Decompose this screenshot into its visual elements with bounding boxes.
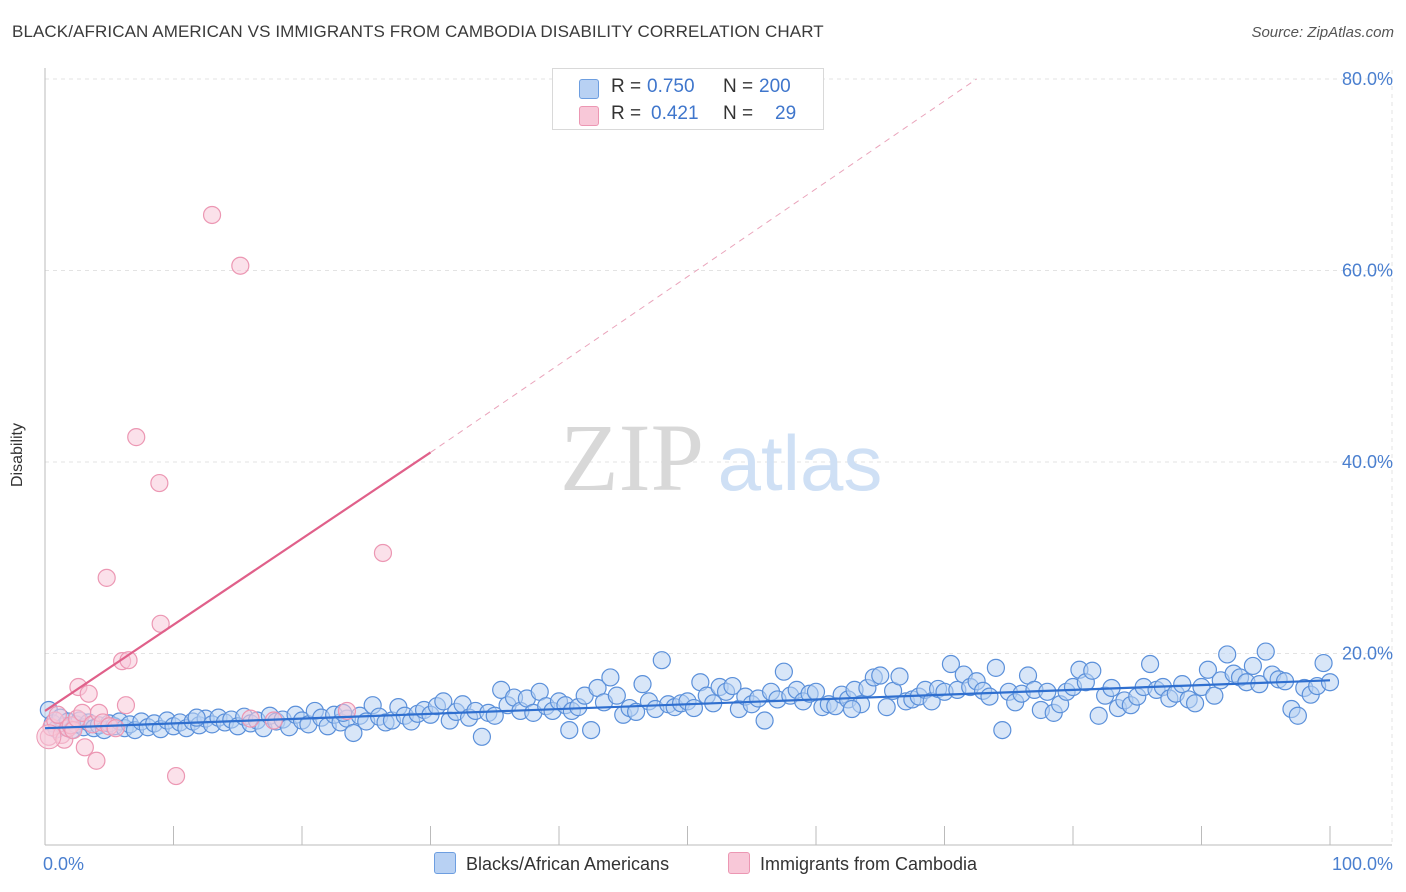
blue-point-168	[1083, 661, 1102, 680]
blue-point-117	[755, 711, 774, 730]
blue-point-120	[774, 662, 793, 681]
blue-point-185	[1192, 677, 1211, 697]
blue-point-138	[890, 667, 909, 686]
blue-point-90	[582, 720, 601, 740]
legend-n-value-pink: 29	[775, 103, 797, 124]
pink-point-22	[116, 696, 136, 715]
blue-point-182	[1173, 675, 1192, 694]
x-tick-label-100: 100.0%	[1332, 854, 1393, 874]
pink-point-27	[166, 766, 186, 786]
pink-point-24	[127, 428, 146, 447]
pink-point-29	[231, 256, 250, 275]
y-tick-label-80: 80.0%	[1342, 69, 1393, 89]
blue-point-97	[626, 702, 646, 722]
pink-point-30	[241, 709, 260, 728]
legend-n-label-2: N =	[723, 103, 754, 124]
pink-point-12	[75, 738, 94, 757]
pink-point-25	[150, 473, 169, 493]
pink-point-20	[97, 568, 116, 587]
pink-point-33	[373, 543, 393, 563]
blue-point-186	[1198, 660, 1218, 679]
blue-point-207	[560, 720, 579, 740]
pink-point-32	[337, 701, 357, 721]
y-tick-label-40: 40.0%	[1342, 452, 1393, 472]
pink-point-15	[87, 751, 106, 770]
blue-point-204	[1314, 653, 1333, 673]
bottom-legend-blacks: Blacks/African Americans	[434, 852, 669, 875]
blue-point-206	[842, 699, 862, 719]
series-cambodia-points	[36, 205, 393, 786]
trend-line-cambodia	[44, 451, 432, 712]
blue-point-200	[1288, 706, 1307, 725]
legend-n-value-blue: 200	[759, 76, 791, 97]
blue-point-67	[434, 692, 453, 711]
bottom-legend-cambodia: Immigrants from Cambodia	[728, 852, 977, 875]
blue-point-193	[1243, 656, 1263, 676]
y-tick-label-20: 20.0%	[1342, 644, 1393, 664]
trend-line-blacks	[44, 679, 1331, 730]
blue-point-184	[1185, 694, 1205, 713]
blue-point-152	[980, 687, 999, 706]
blue-point-177	[1140, 654, 1160, 674]
pink-point-13	[79, 684, 98, 703]
pink-point-cluster	[36, 724, 62, 750]
legend-swatch-blue	[579, 79, 599, 99]
blue-point-106	[684, 698, 704, 718]
watermark-zip: ZIP	[560, 404, 704, 511]
blue-point-135	[871, 666, 890, 685]
blue-point-94	[607, 686, 626, 705]
blue-point-93	[601, 668, 620, 687]
legend-r-label: R =	[611, 76, 642, 97]
watermark: ZIP atlas	[560, 404, 882, 511]
blue-point-195	[1256, 642, 1275, 661]
legend-row-cambodia: R = 0.421 N = 29	[553, 103, 823, 127]
blue-point-136	[877, 698, 896, 717]
chart-title: BLACK/AFRICAN AMERICAN VS IMMIGRANTS FRO…	[12, 22, 824, 41]
blue-point-146	[941, 654, 961, 674]
blue-point-53	[344, 723, 363, 743]
pink-point-19	[106, 719, 125, 738]
blue-point-205	[1320, 673, 1340, 692]
blue-point-125	[806, 682, 826, 701]
legend-r-value-blue: 0.750	[647, 76, 695, 97]
blue-point-153	[986, 658, 1006, 677]
tick-labels: 20.0% 40.0% 60.0% 80.0% 0.0% 100.0%	[43, 69, 1393, 874]
blue-point-187	[1205, 686, 1224, 705]
source-label: Source: ZipAtlas.com	[1251, 24, 1394, 41]
pink-point-3	[48, 705, 67, 724]
bottom-legend-swatch-blue	[434, 852, 456, 874]
legend-r-value-pink: 0.421	[651, 103, 699, 124]
series-blacks-points	[39, 642, 1340, 746]
legend-n-label: N =	[723, 76, 754, 97]
bottom-legend-label-pink: Immigrants from Cambodia	[760, 854, 978, 874]
bottom-legend-label-blue: Blacks/African Americans	[466, 854, 670, 874]
bottom-legend-swatch-pink	[728, 852, 750, 874]
gridlines	[45, 70, 1393, 845]
trend-lines	[44, 78, 1331, 730]
legend-r-label-2: R =	[611, 103, 642, 124]
legend-row-blacks: R = 0.750 N = 200	[553, 76, 823, 100]
x-tick-label-0: 0.0%	[43, 854, 84, 874]
blue-point-73	[472, 727, 491, 746]
pink-point-28	[202, 205, 222, 225]
watermark-atlas: atlas	[718, 419, 883, 507]
blue-point-101	[652, 651, 671, 670]
blue-point-154	[993, 720, 1012, 740]
blue-point-112	[723, 676, 742, 696]
blue-point-169	[1089, 706, 1108, 725]
trend-line-cambodia-extension	[430, 78, 977, 453]
legend-swatch-pink	[579, 106, 599, 126]
y-tick-label-60: 60.0%	[1342, 261, 1393, 281]
blue-point-189	[1218, 645, 1237, 664]
blue-point-98	[633, 675, 652, 694]
stats-legend: R = 0.750 N = 200 R = 0.421 N = 29	[552, 68, 824, 130]
